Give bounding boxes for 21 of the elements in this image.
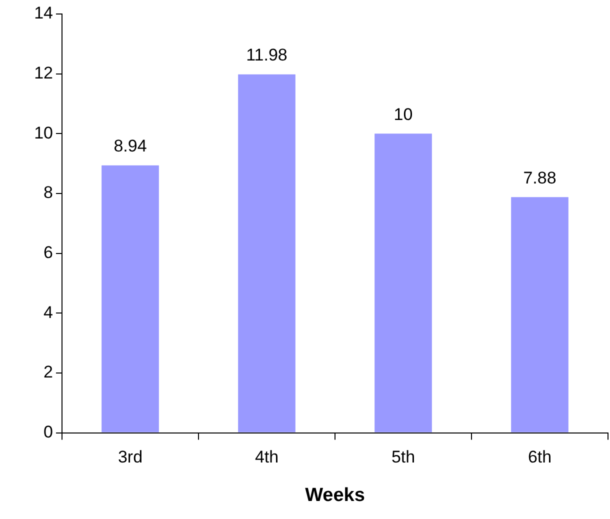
y-tick-label: 6 [44,243,53,262]
x-tick-label: 5th [391,448,416,467]
y-tick-label: 2 [44,362,53,382]
data-label: 7.88 [523,168,556,188]
data-label: 8.94 [114,136,147,156]
y-tick-label: 14 [34,4,53,23]
bar [511,197,568,432]
y-tick-label: 4 [44,302,53,322]
data-label: 11.98 [246,46,288,65]
y-tick-label: 10 [34,123,53,142]
x-tick-label: 4th [254,448,279,467]
bar [374,134,432,432]
bar [238,74,296,432]
y-tick-label: 8 [44,183,53,202]
x-tick-label: 6th [528,448,552,467]
data-label: 10 [394,104,413,124]
y-tick-label: 0 [44,422,53,442]
bar [102,165,159,432]
x-axis-title: Weeks [305,484,365,506]
y-tick-label: 12 [34,64,53,83]
x-tick-label: 3rd [118,448,143,467]
